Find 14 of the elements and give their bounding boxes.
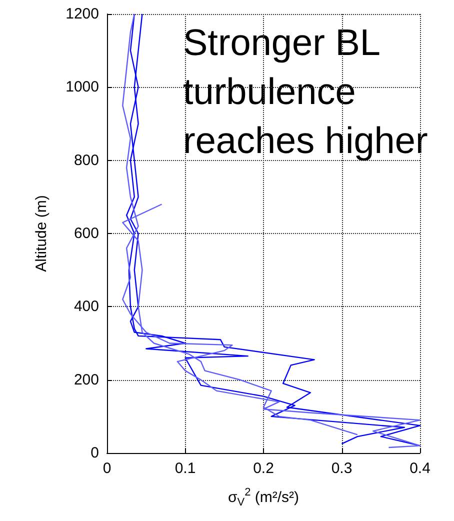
x-tick-label: 0.1 bbox=[174, 460, 196, 477]
y-tick-label: 200 bbox=[74, 371, 99, 388]
x-tick-label: 0 bbox=[102, 460, 112, 477]
y-tick-label: 400 bbox=[74, 298, 99, 316]
y-tick-label: 0 bbox=[90, 444, 99, 462]
x-tick-label: 0.4 bbox=[410, 460, 430, 477]
x-tick-label: 0.2 bbox=[253, 460, 274, 477]
annotation: Stronger BL turbulence reaches higher bbox=[183, 22, 428, 161]
y-tick-label: 1200 bbox=[66, 6, 99, 22]
x-tick-label: 0.3 bbox=[331, 460, 352, 477]
y-tick-label: 600 bbox=[74, 225, 99, 242]
y-tick-label: 1000 bbox=[66, 78, 99, 96]
y-axis-title: Altitude (m) bbox=[33, 195, 50, 272]
y-tick-label: 800 bbox=[74, 152, 99, 169]
